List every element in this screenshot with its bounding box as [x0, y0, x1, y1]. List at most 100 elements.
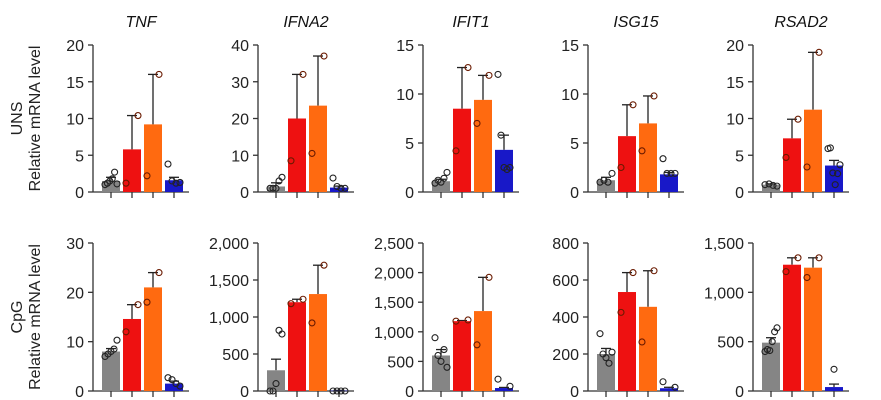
data-point — [269, 387, 277, 395]
data-point — [308, 149, 316, 157]
panel-title: TNF — [125, 14, 157, 31]
data-point — [155, 70, 163, 78]
y-tick-label: 2,000 — [374, 266, 414, 283]
data-point — [122, 179, 130, 187]
panel-8: 0 200 400 600 800 — [552, 236, 684, 400]
data-point — [431, 334, 439, 342]
y-tick-label: 40 — [231, 38, 249, 55]
data-point — [506, 163, 514, 172]
data-point — [299, 70, 307, 78]
data-point — [782, 268, 790, 276]
data-point — [769, 181, 777, 189]
data-point — [113, 180, 121, 188]
panel-title: IFIT1 — [452, 14, 489, 31]
y-tick-label: 2,500 — [374, 236, 414, 253]
data-point — [473, 119, 481, 127]
data-point — [110, 345, 118, 353]
panel-1: IFNA2 0 10 20 30 40 — [231, 14, 354, 202]
data-point — [320, 261, 328, 269]
panel-title: RSAD2 — [774, 14, 827, 31]
data-point — [440, 174, 448, 182]
y-tick-label: 10 — [561, 87, 579, 104]
data-point — [320, 52, 328, 60]
bar — [825, 165, 843, 192]
y-tick-label: 1,000 — [374, 325, 414, 342]
data-point — [815, 254, 823, 262]
data-point — [443, 168, 451, 176]
y-tick-label: 500 — [717, 335, 744, 352]
y-tick-label: 20 — [231, 112, 249, 129]
data-point — [111, 168, 119, 176]
y-tick-label: 1,500 — [374, 295, 414, 312]
y-tick-label: 5 — [405, 136, 414, 153]
y-tick-label: 200 — [552, 347, 579, 364]
data-point — [172, 179, 180, 187]
data-point — [308, 319, 316, 327]
y-tick-label: 10 — [231, 148, 249, 165]
data-point — [485, 273, 493, 281]
data-point — [143, 298, 151, 306]
y-tick-label: 0 — [405, 384, 414, 400]
data-point — [494, 70, 502, 78]
y-tick-label: 1,000 — [209, 310, 249, 327]
y-tick-label: 0 — [735, 384, 744, 400]
data-point — [452, 317, 460, 325]
bar — [309, 294, 327, 391]
y-tick-label: 0 — [570, 185, 579, 202]
bar — [330, 187, 348, 192]
y-tick-label: 0 — [735, 185, 744, 202]
data-point — [629, 101, 637, 109]
row-label: CpG — [9, 301, 26, 334]
data-point — [773, 182, 781, 190]
data-point — [168, 177, 176, 185]
bar — [474, 311, 492, 391]
data-point — [596, 178, 604, 186]
bar — [309, 105, 327, 192]
data-point — [176, 178, 184, 186]
data-point — [830, 365, 838, 373]
data-point — [278, 173, 286, 181]
data-point — [143, 172, 151, 180]
bar — [288, 302, 306, 391]
y-tick-label: 10 — [66, 335, 84, 352]
y-tick-label: 1,000 — [704, 285, 744, 302]
data-point — [329, 174, 337, 182]
data-point — [272, 184, 280, 192]
data-point — [761, 181, 769, 189]
data-point — [659, 378, 667, 386]
bar — [288, 118, 306, 192]
y-tick-label: 20 — [66, 285, 84, 302]
bar — [474, 99, 492, 192]
y-tick-label: 10 — [66, 112, 84, 129]
data-point — [768, 338, 776, 346]
y-tick-label: 30 — [231, 75, 249, 92]
y-tick-label: 0 — [570, 384, 579, 400]
y-tick-label: 0 — [75, 185, 84, 202]
data-point — [831, 181, 839, 189]
data-point — [266, 387, 274, 395]
bar — [804, 267, 822, 391]
bar — [123, 318, 141, 391]
data-point — [794, 115, 802, 123]
data-point — [663, 169, 671, 177]
data-point — [434, 351, 442, 360]
bar — [825, 387, 843, 391]
bar — [804, 109, 822, 192]
bar — [102, 180, 120, 192]
data-point — [766, 346, 774, 355]
data-point — [337, 387, 345, 395]
panel-3: ISG15 0 5 10 15 — [561, 14, 684, 202]
y-tick-label: 5 — [735, 148, 744, 165]
bar — [165, 180, 183, 192]
data-point — [337, 184, 345, 192]
data-point — [452, 147, 460, 155]
data-point — [773, 324, 781, 332]
data-point — [829, 169, 837, 177]
data-point — [464, 63, 472, 72]
data-point — [596, 330, 604, 338]
bar — [453, 108, 471, 192]
bar — [330, 390, 348, 392]
data-point — [497, 131, 505, 139]
data-point — [604, 178, 612, 186]
panel-9: 0 500 1,000 1,500 — [704, 236, 849, 400]
